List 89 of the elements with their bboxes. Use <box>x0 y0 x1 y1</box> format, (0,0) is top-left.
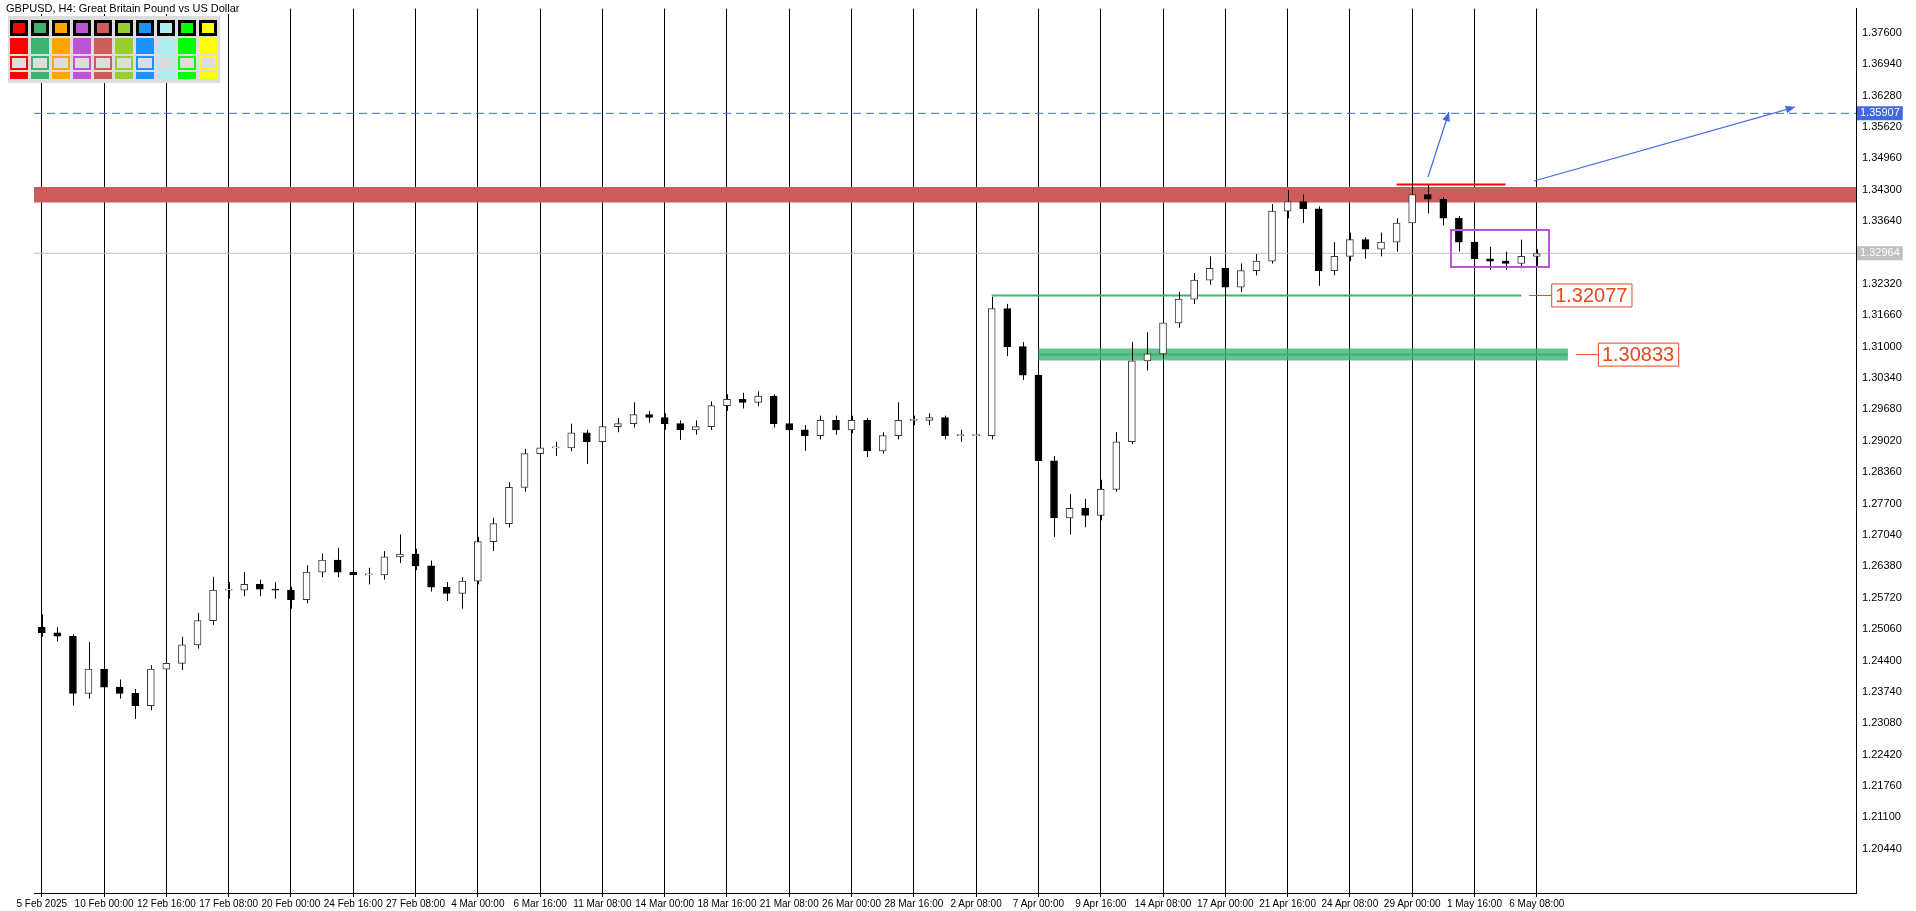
ref-line-label: 1.32964 <box>1860 246 1900 259</box>
x-tick-label: 10 Feb 00:00 <box>74 897 134 909</box>
candlestick <box>318 553 326 578</box>
candlestick <box>458 576 467 610</box>
candlestick <box>941 415 949 440</box>
candlestick <box>442 581 451 602</box>
y-tick-label: 1.28360 <box>1862 465 1902 478</box>
candlestick <box>131 688 140 720</box>
x-tick-label: 26 Mar 00:00 <box>822 897 882 909</box>
x-tick-label: 20 Feb 00:00 <box>261 897 321 909</box>
y-tick-label: 1.29680 <box>1862 402 1902 415</box>
candlestick <box>427 560 435 593</box>
data-label: 1.30833 <box>1601 343 1675 366</box>
x-tick-label: 2 Apr 08:00 <box>950 897 1003 909</box>
x-tick-label: 24 Apr 08:00 <box>1321 897 1379 909</box>
candlestick <box>629 401 638 428</box>
y-tick-label: 1.22420 <box>1862 747 1902 760</box>
y-tick-label: 1.30340 <box>1862 371 1902 384</box>
candlestick <box>1377 232 1385 257</box>
x-tick-label: 17 Apr 00:00 <box>1196 897 1255 909</box>
candlestick <box>240 571 249 597</box>
candlestick <box>1143 331 1152 371</box>
y-tick-label: 1.35620 <box>1862 120 1902 133</box>
candlestick <box>1330 241 1339 276</box>
candlestick <box>801 424 809 452</box>
y-tick-label: 1.36940 <box>1862 57 1902 70</box>
x-tick-label: 6 May 08:00 <box>1509 897 1565 909</box>
y-tick-label: 1.25060 <box>1862 622 1902 635</box>
x-tick-label: 14 Mar 00:00 <box>635 897 695 909</box>
x-tick-label: 11 Mar 08:00 <box>573 897 632 909</box>
x-tick-label: 21 Apr 16:00 <box>1259 897 1317 909</box>
y-tick-label: 1.32320 <box>1862 276 1902 289</box>
candlestick <box>1439 196 1448 226</box>
candlestick <box>878 431 887 455</box>
y-tick-label: 1.25720 <box>1862 590 1902 603</box>
x-tick-label: 4 Mar 00:00 <box>451 897 505 909</box>
candlestick <box>551 441 560 457</box>
x-tick-label: 14 Apr 08:00 <box>1134 897 1192 909</box>
chart-title: GBPUSD, H4: Great Britain Pound vs US Dollar <box>6 2 240 14</box>
candlestick <box>1517 239 1526 269</box>
y-tick-label: 1.36280 <box>1862 88 1902 101</box>
x-tick-label: 29 Apr 00:00 <box>1383 897 1441 909</box>
y-tick-label: 1.21100 <box>1862 810 1901 823</box>
y-tick-label: 1.31000 <box>1862 339 1902 352</box>
y-tick-label: 1.21760 <box>1862 779 1902 792</box>
candlestick <box>271 581 280 600</box>
candlestick <box>1081 498 1089 528</box>
y-tick-label: 1.27040 <box>1862 527 1902 540</box>
x-tick-label: 18 Mar 16:00 <box>697 897 757 909</box>
candlestick <box>1237 262 1245 293</box>
candlestick <box>1190 272 1198 305</box>
ref-line-label: 1.35907 <box>1860 106 1900 119</box>
x-tick-label: 24 Feb 16:00 <box>323 897 384 909</box>
candlestick <box>1423 184 1432 215</box>
y-tick-label: 1.27700 <box>1862 496 1902 509</box>
candlestick <box>1486 246 1494 271</box>
candlestick <box>583 429 591 465</box>
candlestick <box>894 401 903 440</box>
y-tick-label: 1.33640 <box>1862 214 1902 227</box>
candlestick <box>567 423 576 452</box>
y-tick-label: 1.23080 <box>1862 716 1902 729</box>
y-tick-label: 1.29020 <box>1862 433 1902 446</box>
y-tick-label: 1.23740 <box>1862 684 1902 697</box>
x-tick-label: 21 Mar 08:00 <box>759 897 820 909</box>
candlestick <box>707 400 716 431</box>
x-tick-label: 17 Feb 08:00 <box>199 897 259 909</box>
y-tick-label: 1.37600 <box>1862 25 1902 38</box>
y-tick-label: 1.34960 <box>1862 151 1902 164</box>
y-tick-label: 1.24400 <box>1862 653 1902 666</box>
data-label: 1.32077 <box>1555 283 1628 306</box>
candlestick <box>676 419 685 441</box>
y-tick-label: 1.26380 <box>1862 559 1902 572</box>
x-tick-label: 9 Apr 16:00 <box>1075 897 1127 909</box>
x-tick-label: 1 May 16:00 <box>1446 897 1503 909</box>
x-tick-label: 7 Apr 00:00 <box>1012 897 1065 909</box>
y-tick-label: 1.31660 <box>1862 308 1902 321</box>
y-tick-label: 1.20440 <box>1862 841 1902 854</box>
candlestick <box>115 679 124 700</box>
candlestick <box>1361 236 1370 260</box>
x-tick-label: 6 Mar 16:00 <box>513 897 568 909</box>
candlestick <box>1299 194 1307 224</box>
candlestick <box>1455 215 1463 253</box>
x-tick-label: 28 Mar 16:00 <box>884 897 944 909</box>
y-tick-label: 1.34300 <box>1862 182 1902 195</box>
candlestick <box>1205 255 1214 286</box>
x-tick-label: 5 Feb 2025 <box>16 897 68 909</box>
candlestick <box>832 415 840 436</box>
x-tick-label: 12 Feb 16:00 <box>136 897 197 909</box>
x-tick-label: 27 Feb 08:00 <box>386 897 446 909</box>
